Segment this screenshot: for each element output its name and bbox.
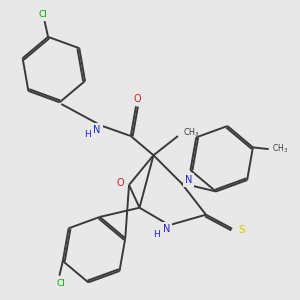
- Text: Cl: Cl: [57, 279, 65, 288]
- Text: CH$_3$: CH$_3$: [272, 143, 288, 155]
- Text: H: H: [154, 230, 160, 239]
- Text: O: O: [134, 94, 142, 103]
- Text: O: O: [116, 178, 124, 188]
- Text: N: N: [93, 125, 100, 135]
- Text: N: N: [185, 175, 192, 185]
- Text: Cl: Cl: [38, 10, 47, 19]
- Text: CH$_3$: CH$_3$: [183, 126, 200, 139]
- Text: H: H: [84, 130, 91, 140]
- Text: N: N: [163, 224, 170, 234]
- Text: S: S: [239, 225, 245, 236]
